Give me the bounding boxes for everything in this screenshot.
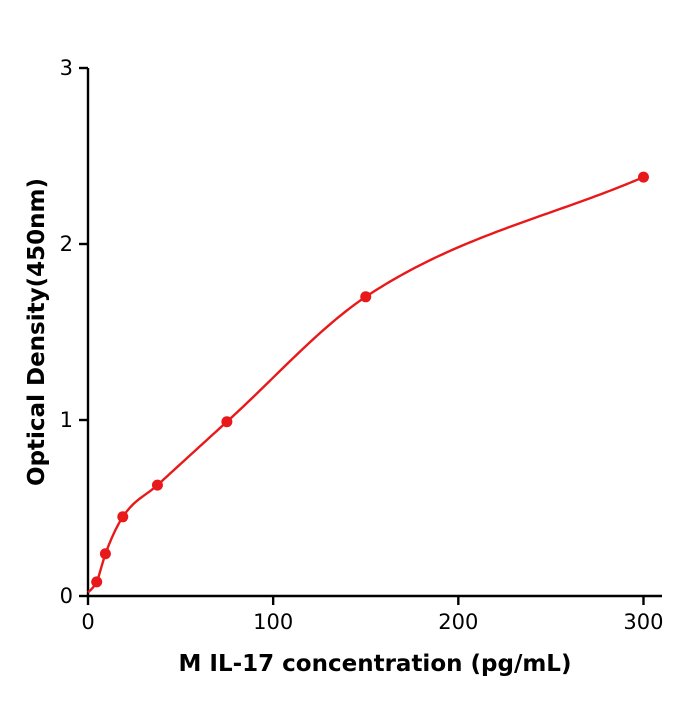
- data-point: [117, 511, 129, 523]
- data-point: [360, 291, 372, 303]
- data-point: [91, 576, 103, 588]
- x-tick-label: 0: [81, 610, 94, 634]
- x-axis-ticks: 0 100 200 300: [81, 596, 664, 634]
- y-tick-label: 1: [60, 408, 73, 432]
- x-tick-label: 200: [438, 610, 478, 634]
- data-point: [99, 548, 111, 560]
- fitted-curve-line: [87, 176, 644, 594]
- y-axis-ticks: 0 1 2 3: [60, 56, 88, 608]
- x-tick-label: 300: [623, 610, 663, 634]
- data-point: [151, 479, 163, 491]
- data-points: [91, 171, 649, 588]
- y-tick-label: 2: [60, 232, 73, 256]
- y-tick-label: 0: [60, 584, 73, 608]
- y-axis-title: Optical Density(450nm): [24, 178, 50, 486]
- x-tick-label: 100: [253, 610, 293, 634]
- y-tick-label: 3: [60, 56, 73, 80]
- data-point: [221, 416, 233, 428]
- axes: [86, 68, 662, 598]
- data-point: [637, 171, 649, 183]
- x-axis-title: M IL-17 concentration (pg/mL): [179, 651, 572, 677]
